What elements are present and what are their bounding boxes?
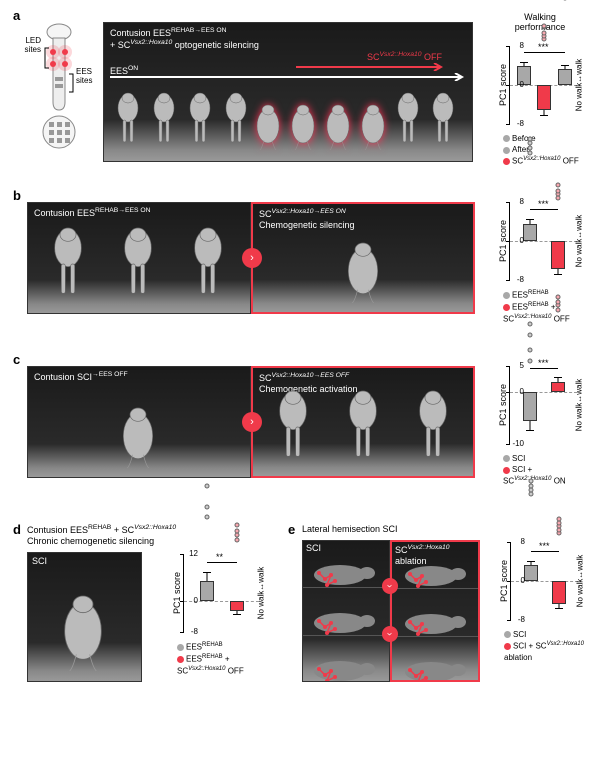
- legend: SCISCI + SCVsx2::Hoxa10ablation: [504, 629, 602, 663]
- arrow-b: ›: [242, 248, 262, 268]
- legend: BeforeAfterSCVsx2::Hoxa10 OFF: [503, 133, 602, 167]
- ees-label: EES sites: [76, 68, 92, 86]
- panel-a-chart: Walking performance***-808PC1 scoreNo wa…: [485, 12, 595, 172]
- panel-b-chart: ***-808PC1 scoreNo walk↔walkEESREHABEESR…: [485, 190, 595, 340]
- panel-label-c: c: [13, 352, 20, 367]
- panel-d-title: Contusion EESREHAB + SCVsx2::Hoxa10 Chro…: [27, 524, 176, 547]
- panel-e-photo: SCI: [302, 540, 390, 682]
- panel-e-photo-right: SCVsx2::Hoxa10ablation: [390, 540, 480, 682]
- implant-diagram: LED sites EES sites: [27, 22, 92, 152]
- panel-label-e: e: [288, 522, 295, 537]
- panel-e-title: Lateral hemisection SCI: [302, 524, 398, 534]
- panel-label-b: b: [13, 188, 21, 203]
- panel-d-photo: SCI: [27, 552, 142, 682]
- chart-title: Walking performance: [485, 12, 595, 32]
- panel-c-chart: ***-1005PC1 scoreNo walk↔walkSCISCI +SCV…: [485, 354, 595, 514]
- panel-e-chart: ***-808PC1 scoreNo walk↔walkSCISCI + SCV…: [486, 530, 596, 740]
- panel-c-photo-left: Contusion SCI→EES OFF: [27, 366, 251, 478]
- legend: EESREHABEESREHAB +SCVsx2::Hoxa10 OFF: [503, 289, 602, 325]
- panel-b-photo-left: Contusion EESREHAB→EES ON: [27, 202, 251, 314]
- arrow-e1: ›: [382, 578, 398, 594]
- led-label: LED sites: [13, 37, 41, 55]
- panel-c-photo-right: SCVsx2::Hoxa10→EES OFF Chemogenetic acti…: [251, 366, 475, 478]
- arrow-e2: ›: [382, 626, 398, 642]
- legend: SCISCI +SCVsx2::Hoxa10 ON: [503, 453, 602, 487]
- arrow-c: ›: [242, 412, 262, 432]
- panel-label-a: a: [13, 8, 20, 23]
- panel-d-chart: **-8012PC1 scoreNo walk↔walkEESREHABEESR…: [159, 542, 277, 742]
- panel-a-photo: Contusion EESREHAB→EES ON + SCVsx2::Hoxa…: [103, 22, 473, 162]
- panel-b-photo-right: SCVsx2::Hoxa10→EES ON Chemogenetic silen…: [251, 202, 475, 314]
- legend: EESREHABEESREHAB +SCVsx2::Hoxa10 OFF: [177, 641, 285, 677]
- panel-label-d: d: [13, 522, 21, 537]
